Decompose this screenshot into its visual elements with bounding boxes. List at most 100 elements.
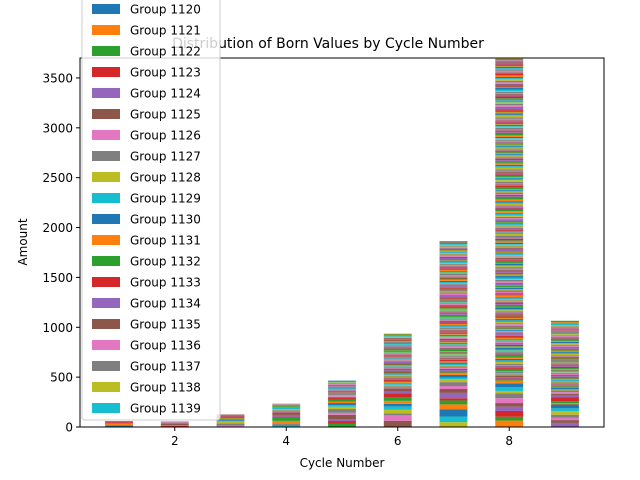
bar-segment [551,341,579,342]
bar-segment [495,117,524,119]
bar-segment [495,194,524,195]
bar-segment [551,332,579,334]
bar-segment [439,270,468,272]
bar-segment [495,64,524,66]
bar-segment [495,213,524,216]
bar-segment [495,211,524,213]
bar-segment [551,349,579,351]
bar-segment [439,344,468,346]
bar-segment [328,394,356,396]
x-axis-ticks: 2 4 6 8 [171,427,513,448]
bar-segment [551,368,579,370]
bar-segment [439,359,468,362]
bar-segment [439,386,468,389]
bar-segment [328,388,356,390]
bar-segment [495,145,524,147]
bar-segment [495,260,524,262]
bar-segment [439,353,468,355]
bar-segment [495,73,524,76]
bar-segment [439,311,468,312]
bar-segment [328,412,356,415]
bar-segment [383,369,412,371]
bar-segment [495,387,524,391]
bar-segment [495,135,524,137]
x-tick-label: 6 [394,434,402,448]
bar-segment [328,397,356,399]
bar-segment [551,381,579,383]
y-tick-label: 2500 [42,171,73,185]
bar-segment [216,423,245,426]
bar-segment [551,323,579,326]
bar-segment [551,420,579,423]
bar-segment [495,84,524,86]
bar-segment [439,265,468,267]
bar-segment [439,351,468,353]
bar-segment [383,359,412,361]
bar-segment [495,122,524,124]
bar-segment [383,361,412,362]
bar-segment [495,379,524,381]
bar-segment [439,366,468,368]
bar-segment [495,342,524,343]
bar-segment [495,338,524,340]
bar-segment [383,343,412,345]
bar-segment [383,400,412,404]
bar-segment [383,340,412,342]
bar-segment [495,297,524,299]
legend-swatch [92,88,120,98]
bar-segment [439,338,468,341]
bar-segment [272,412,301,415]
bar-segment [495,305,524,307]
bar-segment [495,376,524,378]
bar-segment [383,415,412,421]
bar-segment [439,276,468,277]
bar-stack-2 [160,421,189,427]
bar-segment [495,252,524,254]
bar-segment [328,423,356,427]
bar-segment [439,266,468,268]
bar-segment [495,398,524,404]
bar-segment [160,421,189,423]
bar-segment [495,221,524,222]
bar-segment [495,151,524,153]
bar-segment [383,387,412,389]
bar-segment [495,307,524,310]
bar-segment [495,285,524,287]
bar-segment [328,395,356,396]
bar-segment [495,254,524,256]
bar-segment [495,62,524,65]
bar-segment [495,218,524,220]
bar-segment [495,289,524,291]
bar-segment [328,391,356,393]
bar-segment [383,376,412,378]
bar-segment [439,334,468,336]
bar-segment [495,181,524,184]
bar-segment [383,360,412,362]
bar-segment [551,344,579,346]
bar-segment [383,379,412,381]
bar-segment [495,356,524,358]
y-axis-label: Amount [16,218,30,265]
bar-segment [439,330,468,333]
legend-swatch [92,46,120,56]
bar-segment [439,264,468,266]
bar-segment [439,303,468,305]
bar-segment [328,409,356,413]
bar-segment [328,390,356,391]
bar-segment [105,423,133,424]
bar-segment [495,289,524,290]
bar-segment [495,378,524,380]
bar-segment [328,421,356,424]
bar-segment [495,331,524,333]
bar-segment [439,301,468,303]
bar-segment [383,351,412,352]
bar-segment [495,351,524,353]
bar-segment [216,417,245,419]
bar-segment [495,253,524,255]
bar-segment [439,404,468,410]
bar-segment [495,240,524,242]
bar-segment [495,390,524,394]
bar-segment [495,106,524,108]
bar-segment [328,388,356,389]
